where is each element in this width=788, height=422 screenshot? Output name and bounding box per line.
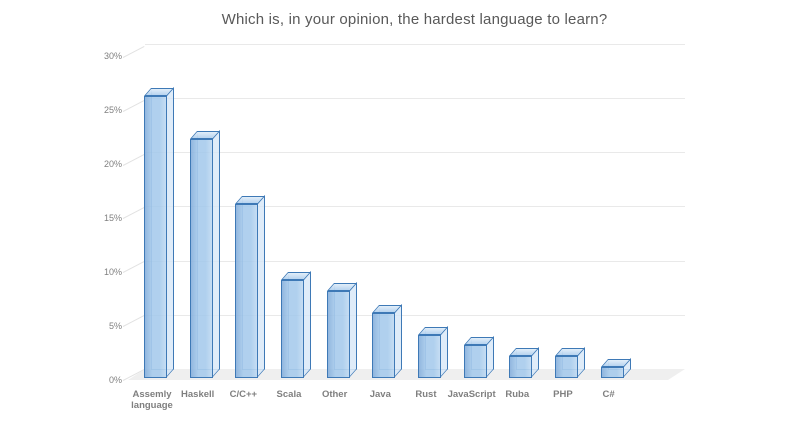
x-axis-label: Scala xyxy=(276,389,302,400)
bar-front-face-haskell xyxy=(189,139,213,378)
bar-front-face-javascript xyxy=(463,345,487,378)
gridline xyxy=(145,97,685,99)
bar-front-face-c xyxy=(600,367,624,378)
y-axis-tick-connector xyxy=(122,45,145,58)
y-axis-label: 25% xyxy=(103,105,122,116)
x-axis-label: C/C++ xyxy=(229,389,258,400)
bar-side-face-scala xyxy=(302,271,311,378)
gridline xyxy=(145,152,685,153)
bar-side-face-assemly-language xyxy=(166,86,174,378)
bar-front-face-rust xyxy=(417,334,441,378)
x-axis-label: PHP xyxy=(553,389,573,400)
bar-front-face-scala xyxy=(280,280,304,378)
bar-side-face-other xyxy=(348,282,357,378)
x-axis-label: JavaScript xyxy=(447,389,496,400)
bar-front-face-ruba xyxy=(509,356,533,378)
bar-front-face-php xyxy=(554,356,578,378)
x-axis-label: Java xyxy=(369,389,391,400)
y-axis-tick-connector xyxy=(122,153,145,166)
y-axis-label: 30% xyxy=(103,51,122,62)
gridline xyxy=(145,43,685,45)
y-axis-label: 20% xyxy=(103,159,122,170)
bar-front-face-assemly-language xyxy=(144,95,167,378)
x-axis-label: Haskell xyxy=(181,389,215,400)
x-axis-label: Assemly language xyxy=(131,389,173,411)
bar-front-face-java xyxy=(372,312,396,378)
y-axis-label: 0% xyxy=(108,374,122,385)
gridline xyxy=(145,314,685,316)
y-axis-label: 5% xyxy=(108,320,122,331)
y-axis-tick-connector xyxy=(122,261,145,274)
y-axis-tick-connector xyxy=(122,315,145,328)
bar-side-face-c-c xyxy=(257,195,266,378)
gridline xyxy=(145,206,685,208)
y-axis-label: 10% xyxy=(103,266,122,277)
bar-side-face-java xyxy=(394,303,403,378)
x-axis-label: Ruba xyxy=(505,389,530,400)
chart-title: Which is, in your opinion, the hardest l… xyxy=(221,11,608,28)
x-axis-label: C# xyxy=(602,389,615,400)
bar-side-face-haskell xyxy=(211,130,220,378)
x-axis-label: Rust xyxy=(415,389,437,400)
bar-front-face-other xyxy=(326,291,350,378)
bar-front-face-c-c xyxy=(235,204,259,378)
y-axis-tick-connector xyxy=(122,99,145,112)
gridline xyxy=(145,260,685,262)
y-axis-label: 15% xyxy=(103,212,122,223)
y-axis-tick-connector xyxy=(122,207,145,220)
x-axis-label: Other xyxy=(321,389,348,400)
